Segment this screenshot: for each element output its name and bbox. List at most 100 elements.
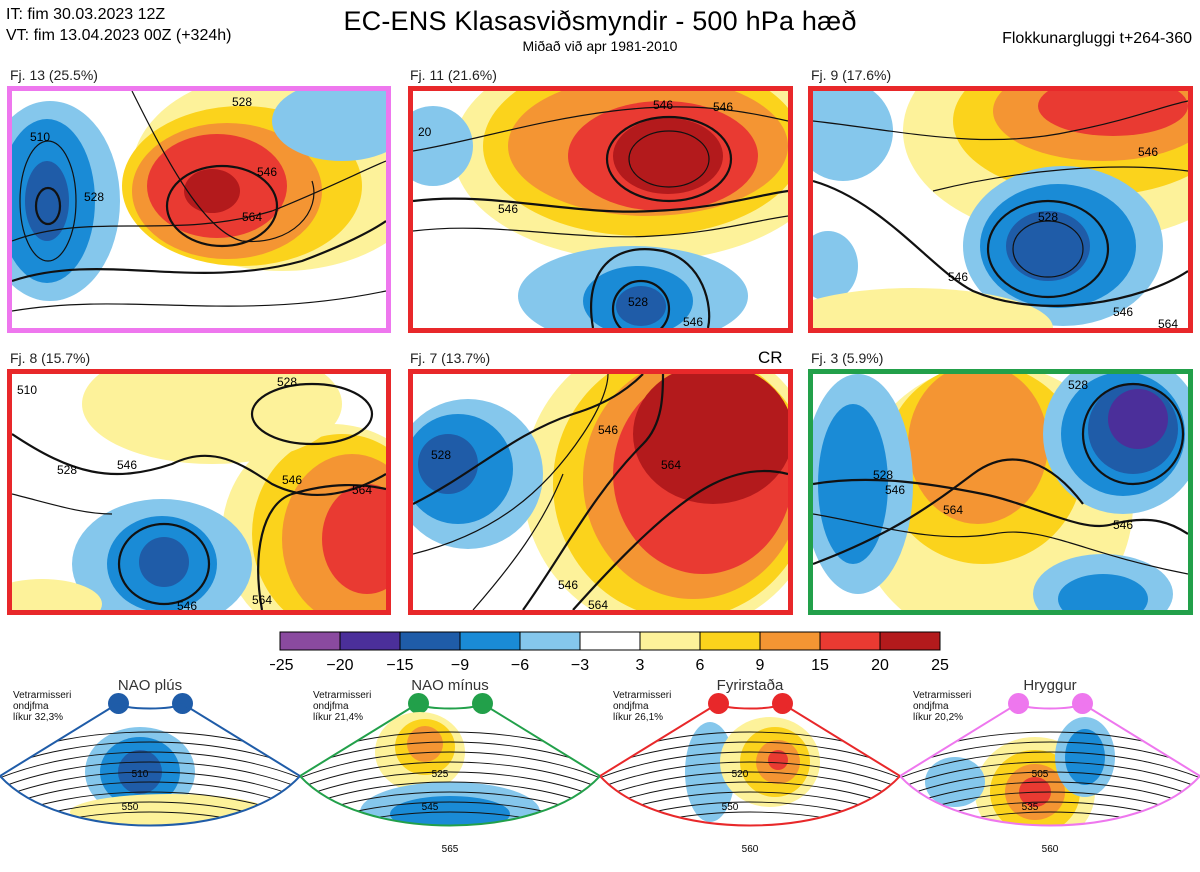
anomaly-shading bbox=[925, 757, 985, 807]
colorbar-tick-label: −15 bbox=[386, 657, 413, 674]
contour-line bbox=[0, 761, 300, 793]
colorbar-segment bbox=[399, 631, 461, 651]
anomaly-shading bbox=[407, 726, 443, 762]
contour-label: 510 bbox=[17, 383, 37, 397]
regime-title: NAO mínus bbox=[411, 677, 489, 694]
contour-label: 528 bbox=[1038, 210, 1058, 224]
contour-label: 546 bbox=[498, 202, 518, 216]
colorbar-tick-label: −25 bbox=[270, 657, 294, 674]
regime-marker-dot bbox=[1008, 693, 1029, 714]
contour-line bbox=[472, 473, 564, 610]
contour-line bbox=[12, 290, 386, 312]
contour-line bbox=[12, 220, 386, 283]
anomaly-shading bbox=[768, 750, 788, 770]
contour-label: 20 bbox=[418, 125, 432, 139]
panel-label-3: Fj. 8 (15.7%) bbox=[10, 350, 91, 366]
cluster-map-0-svg: 510 528 546 564 528 bbox=[12, 91, 386, 312]
cluster-map-2-svg: 528 546 546 546 564 bbox=[813, 91, 1188, 328]
anomaly-shading bbox=[1006, 211, 1090, 281]
page-subtitle: Miðað við apr 1981-2010 bbox=[522, 38, 678, 54]
colorbar-segment bbox=[279, 631, 341, 651]
contour-label: 546 bbox=[117, 458, 137, 472]
colorbar-segment bbox=[819, 631, 881, 651]
contour-label: 560 bbox=[1042, 844, 1059, 855]
contour-line bbox=[413, 374, 644, 505]
anomaly-shading bbox=[390, 796, 510, 826]
contour-label: 546 bbox=[558, 578, 578, 592]
contour-line bbox=[572, 469, 788, 610]
anomaly-shading bbox=[1108, 389, 1168, 449]
cluster-map-1: 546 546 528 546 20 546 bbox=[408, 86, 793, 333]
contour-line bbox=[131, 91, 315, 243]
colorbar-segment bbox=[459, 631, 521, 651]
regime-map: 505 535 560 bbox=[900, 702, 1200, 855]
contour-line bbox=[813, 179, 1188, 307]
contour-label: 510 bbox=[30, 130, 50, 144]
contour-label: 510 bbox=[132, 769, 149, 780]
contour-label: 528 bbox=[57, 463, 77, 477]
contour-line bbox=[34, 186, 62, 226]
regime-note: Vetrarmisseri ondjfma líkur 32,3% bbox=[13, 690, 72, 723]
contour-label: 546 bbox=[948, 270, 968, 284]
contour-label: 546 bbox=[1138, 145, 1158, 159]
contour-label: 546 bbox=[885, 483, 905, 497]
anomaly-shading bbox=[25, 161, 69, 241]
contour-label: 546 bbox=[683, 315, 703, 328]
colorbar-segment bbox=[639, 631, 701, 651]
colorbar-tick-label: −9 bbox=[451, 657, 469, 674]
cluster-map-0: 510 528 546 564 528 bbox=[7, 86, 391, 333]
panel-label-1: Fj. 11 (21.6%) bbox=[410, 67, 497, 83]
anomaly-shading bbox=[139, 537, 189, 587]
contour-line bbox=[600, 811, 900, 826]
panel-tag-cr: CR bbox=[758, 348, 783, 367]
contour-label: 528 bbox=[84, 190, 104, 204]
contour-label: 564 bbox=[943, 503, 963, 517]
anomaly-shading bbox=[1058, 574, 1148, 610]
cluster-map-5-svg: 528 546 564 546 528 bbox=[813, 374, 1188, 610]
cluster-map-3-svg: 510 528 546 546 564 546 564 528 bbox=[12, 374, 386, 610]
colorbar-tick-label: 15 bbox=[811, 657, 829, 674]
colorbar-segment bbox=[759, 631, 821, 651]
contour-line bbox=[1081, 382, 1185, 486]
contour-line bbox=[0, 751, 300, 783]
contour-line bbox=[12, 160, 386, 242]
cluster-map-1-svg: 546 546 528 546 20 546 bbox=[413, 91, 788, 328]
contour-label: 546 bbox=[177, 599, 197, 610]
contour-line bbox=[600, 761, 900, 793]
contour-label: 528 bbox=[873, 468, 893, 482]
anomaly-shading bbox=[616, 286, 666, 326]
init-time: IT: fim 30.03.2023 12Z bbox=[6, 6, 166, 23]
contour-line bbox=[611, 279, 671, 328]
contour-label: 505 bbox=[1032, 769, 1049, 780]
contour-line bbox=[413, 106, 788, 152]
page-title: EC-ENS Klasasviðsmyndir - 500 hPa hæð bbox=[343, 6, 857, 36]
regime-title: Fyrirstaða bbox=[716, 677, 784, 694]
colorbar-segments bbox=[279, 631, 941, 651]
contour-line bbox=[813, 458, 1084, 566]
contour-line bbox=[932, 166, 1188, 192]
colorbar-segment bbox=[339, 631, 401, 651]
contour-label: 528 bbox=[431, 448, 451, 462]
regime-map: 525 545 565 bbox=[300, 702, 600, 855]
contour-label: 535 bbox=[1022, 802, 1039, 813]
contour-label: 564 bbox=[252, 593, 272, 607]
contour-line bbox=[900, 751, 1200, 783]
contour-label: 546 bbox=[282, 473, 302, 487]
contour-label: 546 bbox=[713, 100, 733, 114]
contour-line bbox=[19, 140, 77, 262]
contour-label: 546 bbox=[1113, 305, 1133, 319]
anomaly-shading bbox=[12, 579, 102, 610]
colorbar-ticks: −25 −20 −15 −9 −6 −3 3 6 9 15 20 25 bbox=[270, 657, 949, 674]
contour-label: 564 bbox=[352, 483, 372, 497]
contour-label: 528 bbox=[277, 375, 297, 389]
colorbar-tick-label: −20 bbox=[326, 657, 353, 674]
contour-line bbox=[300, 771, 600, 803]
contour-label: 546 bbox=[653, 98, 673, 112]
contour-line bbox=[0, 771, 300, 803]
anomaly-shading bbox=[184, 169, 240, 213]
regime-title: Hryggur bbox=[1023, 677, 1077, 694]
contour-line bbox=[413, 189, 788, 213]
cluster-map-2: 528 546 546 546 564 bbox=[808, 86, 1193, 333]
contour-label: 550 bbox=[722, 802, 739, 813]
contour-label: 564 bbox=[1158, 317, 1178, 328]
